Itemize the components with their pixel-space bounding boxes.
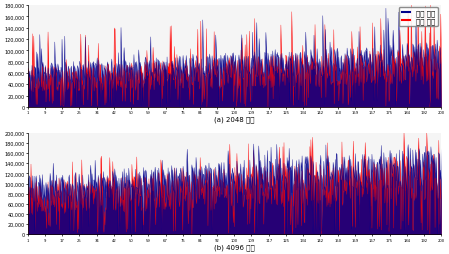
Legend: 제안 기법, 기존 기법: 제안 기법, 기존 기법 [399,8,438,27]
X-axis label: (a) 2048 노드: (a) 2048 노드 [214,116,255,123]
X-axis label: (b) 4096 노드: (b) 4096 노드 [214,243,255,250]
